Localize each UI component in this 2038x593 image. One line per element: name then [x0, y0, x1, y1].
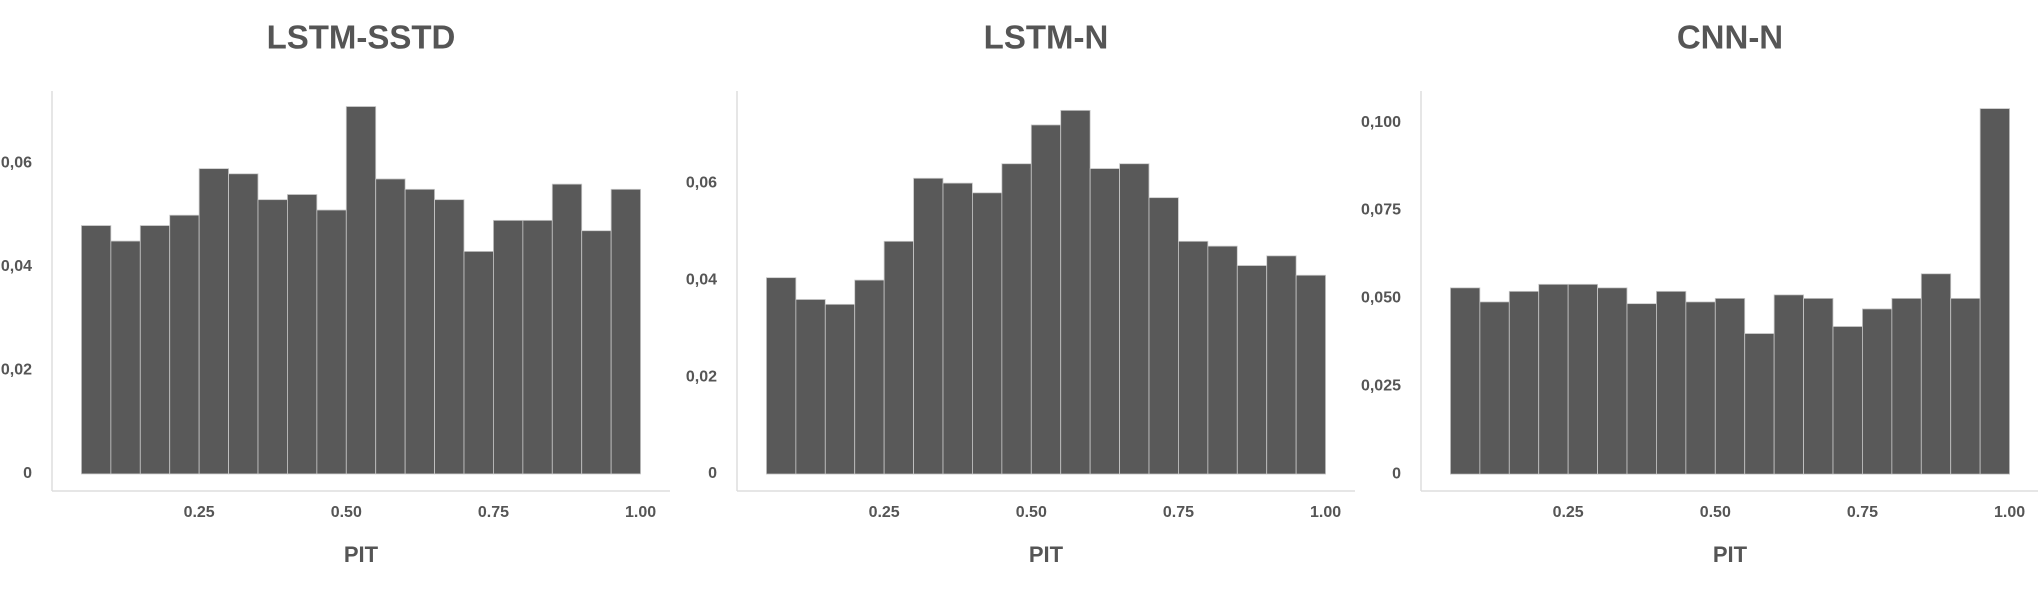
- y-tick-label: 0,075: [1361, 202, 1401, 219]
- bar: [493, 219, 524, 475]
- bar: [1656, 290, 1687, 475]
- bar: [1030, 124, 1062, 475]
- bar: [1295, 274, 1326, 475]
- bar: [1950, 297, 1981, 475]
- bar: [1979, 108, 2010, 475]
- bar: [198, 168, 229, 475]
- x-axis-label: PIT: [344, 542, 379, 567]
- x-tick-label: 0.25: [1553, 504, 1584, 521]
- bar: [1001, 163, 1032, 475]
- y-tick-label: 0,06: [686, 174, 717, 191]
- bar: [551, 183, 583, 475]
- x-tick-label: 1.00: [625, 504, 656, 521]
- chart-title: LSTM-N: [984, 19, 1109, 56]
- bar: [1207, 245, 1238, 475]
- bar: [1920, 273, 1952, 475]
- x-axis-label: PIT: [1029, 542, 1064, 567]
- y-tick-label: 0,04: [686, 271, 717, 288]
- bar: [972, 192, 1003, 475]
- bar: [1148, 197, 1179, 475]
- bar: [1178, 240, 1209, 475]
- bar: [1538, 283, 1569, 475]
- bar: [766, 277, 797, 475]
- y-tick-label: 0,100: [1361, 114, 1401, 131]
- bar: [883, 240, 914, 475]
- bar: [404, 188, 435, 475]
- y-tick-label: 0: [1392, 465, 1401, 482]
- x-tick-label: 1.00: [1310, 504, 1341, 521]
- bar: [1714, 297, 1746, 475]
- y-tick-label: 0,025: [1361, 377, 1401, 394]
- bar: [345, 106, 377, 475]
- bar: [942, 182, 973, 475]
- bar: [1450, 287, 1481, 475]
- bar: [1626, 303, 1657, 475]
- bar: [1479, 301, 1510, 475]
- bar: [824, 303, 856, 475]
- bar: [287, 194, 318, 475]
- bar: [139, 225, 171, 475]
- bar: [913, 177, 944, 475]
- x-tick-label: 1.00: [1994, 504, 2025, 521]
- bar: [434, 199, 465, 475]
- bar: [228, 173, 259, 475]
- bar: [1891, 297, 1922, 475]
- bar: [375, 178, 406, 475]
- bar: [1744, 333, 1775, 475]
- x-tick-label: 0.50: [331, 504, 362, 521]
- bar: [581, 230, 612, 475]
- bar: [1773, 294, 1804, 475]
- x-tick-label: 0.25: [869, 504, 900, 521]
- x-tick-label: 0.50: [1016, 504, 1047, 521]
- bar: [1236, 265, 1268, 475]
- bar: [854, 279, 885, 475]
- bar: [522, 219, 553, 475]
- bar: [610, 188, 641, 475]
- bar: [463, 251, 494, 475]
- y-tick-label: 0,050: [1361, 290, 1401, 307]
- bar: [1567, 283, 1598, 475]
- bar: [1832, 326, 1863, 475]
- x-tick-label: 0.75: [1847, 504, 1878, 521]
- bar: [316, 209, 347, 475]
- y-tick-label: 0: [708, 465, 717, 482]
- bar: [1685, 301, 1716, 475]
- y-tick-label: 0,04: [1, 258, 32, 275]
- chart-title: CNN-N: [1677, 19, 1783, 56]
- bar: [1060, 109, 1091, 475]
- y-tick-label: 0,06: [1, 155, 32, 172]
- bar: [1862, 308, 1893, 475]
- bar: [1119, 163, 1150, 475]
- y-tick-label: 0: [23, 465, 32, 482]
- bar: [1266, 255, 1297, 475]
- bar: [1597, 287, 1628, 475]
- x-tick-label: 0.25: [184, 504, 215, 521]
- chart-title: LSTM-SSTD: [267, 19, 456, 56]
- x-tick-label: 0.50: [1700, 504, 1731, 521]
- bar: [169, 214, 200, 475]
- bar: [81, 225, 112, 475]
- x-axis-label: PIT: [1713, 542, 1748, 567]
- bar: [257, 199, 288, 475]
- bar: [795, 299, 826, 475]
- x-tick-label: 0.75: [478, 504, 509, 521]
- y-tick-label: 0,02: [686, 368, 717, 385]
- bar: [1803, 297, 1834, 475]
- y-tick-label: 0,02: [1, 362, 32, 379]
- x-tick-label: 0.75: [1163, 504, 1194, 521]
- bar: [1089, 168, 1120, 475]
- bar: [110, 240, 141, 475]
- bar: [1508, 290, 1540, 475]
